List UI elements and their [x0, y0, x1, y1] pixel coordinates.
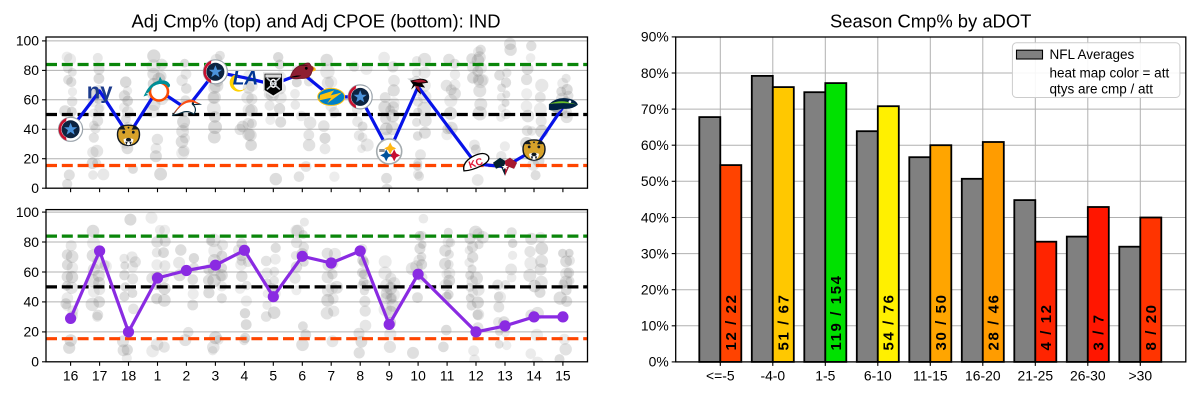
svg-text:1-5: 1-5	[815, 368, 835, 384]
svg-text:-4-0: -4-0	[760, 368, 785, 384]
svg-text:2: 2	[183, 368, 191, 384]
svg-text:40: 40	[24, 121, 40, 137]
svg-text:21-25: 21-25	[1018, 368, 1054, 384]
svg-text:18: 18	[121, 368, 137, 384]
svg-text:0: 0	[31, 354, 39, 370]
svg-text:40: 40	[24, 294, 40, 310]
svg-text:60: 60	[24, 264, 40, 280]
svg-text:119 / 154: 119 / 154	[828, 274, 845, 350]
svg-text:KC: KC	[467, 156, 484, 171]
svg-text:12: 12	[468, 368, 484, 384]
svg-text:20: 20	[24, 324, 40, 340]
svg-text:80: 80	[24, 234, 40, 250]
svg-text:Adj Cmp% (top) and Adj CPOE (b: Adj Cmp% (top) and Adj CPOE (bottom): IN…	[132, 11, 501, 32]
svg-text:30 / 50: 30 / 50	[933, 293, 950, 350]
svg-text:4 / 12: 4 / 12	[1038, 303, 1055, 350]
svg-text:14: 14	[526, 368, 542, 384]
svg-text:60: 60	[24, 92, 40, 108]
svg-text:8 / 20: 8 / 20	[1143, 303, 1160, 350]
svg-text:100: 100	[16, 204, 39, 220]
svg-text:12 / 22: 12 / 22	[723, 293, 740, 350]
svg-text:17: 17	[92, 368, 108, 384]
svg-text:3 / 7: 3 / 7	[1091, 313, 1108, 350]
svg-text:100: 100	[16, 33, 39, 49]
svg-text:heat map color = att: heat map color = att	[1050, 66, 1170, 81]
svg-text:20: 20	[24, 151, 40, 167]
svg-text:30%: 30%	[641, 245, 669, 261]
svg-text:15: 15	[555, 368, 571, 384]
svg-text:LA: LA	[233, 69, 258, 90]
svg-text:0: 0	[31, 180, 39, 196]
svg-text:40%: 40%	[641, 209, 669, 225]
svg-text:80: 80	[24, 62, 40, 78]
svg-text:NFL Averages: NFL Averages	[1050, 47, 1135, 62]
svg-text:1: 1	[154, 368, 162, 384]
svg-text:5: 5	[269, 368, 277, 384]
svg-text:70%: 70%	[641, 101, 669, 117]
svg-text:4: 4	[241, 368, 249, 384]
svg-text:26-30: 26-30	[1070, 368, 1106, 384]
svg-text:13: 13	[497, 368, 513, 384]
svg-text:54 / 76: 54 / 76	[881, 293, 898, 350]
svg-text:3: 3	[212, 368, 220, 384]
svg-text:51 / 67: 51 / 67	[776, 293, 793, 350]
svg-text:6-10: 6-10	[864, 368, 892, 384]
svg-text:16: 16	[63, 368, 79, 384]
svg-text:10%: 10%	[641, 318, 669, 334]
svg-text:16-20: 16-20	[965, 368, 1001, 384]
svg-text:8: 8	[356, 368, 364, 384]
svg-text:60%: 60%	[641, 137, 669, 153]
svg-text:10: 10	[410, 368, 426, 384]
svg-text:11: 11	[440, 368, 455, 384]
svg-text:9: 9	[385, 368, 393, 384]
svg-text:6: 6	[298, 368, 306, 384]
svg-text:50%: 50%	[641, 173, 669, 189]
svg-text:ny: ny	[87, 79, 113, 104]
svg-text:7: 7	[327, 368, 335, 384]
svg-text:Season Cmp% by aDOT: Season Cmp% by aDOT	[830, 11, 1031, 32]
svg-text:11-15: 11-15	[913, 368, 948, 384]
svg-text:90%: 90%	[641, 29, 669, 45]
svg-text:20%: 20%	[641, 282, 669, 298]
svg-text:qtys are cmp / att: qtys are cmp / att	[1050, 82, 1154, 97]
svg-text:28 / 46: 28 / 46	[986, 293, 1003, 350]
svg-text:0%: 0%	[649, 354, 669, 370]
svg-text:80%: 80%	[641, 65, 669, 81]
svg-text:>30: >30	[1129, 368, 1153, 384]
svg-text:<=-5: <=-5	[706, 368, 735, 384]
